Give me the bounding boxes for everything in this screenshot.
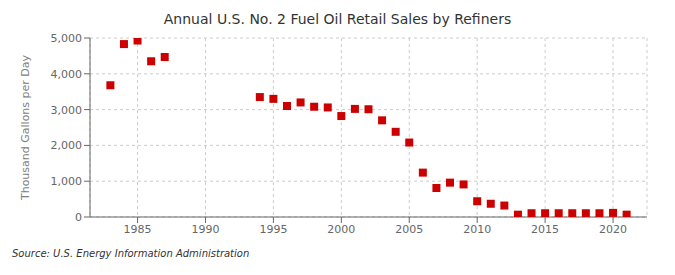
svg-text:1995: 1995: [259, 223, 287, 236]
html-text:Annual U.S. No. 2 Fuel Oil Ret: Annual U.S. No. 2 Fuel Oil Retail Sales …: [163, 11, 512, 27]
svg-text:Thousand Gallons per Day: Thousand Gallons per Day: [19, 54, 32, 201]
svg-text:2020: 2020: [599, 223, 627, 236]
svg-text:2000: 2000: [327, 223, 355, 236]
svg-text:2015: 2015: [531, 223, 559, 236]
svg-text:0: 0: [75, 211, 82, 224]
svg-text:1,000: 1,000: [51, 175, 83, 188]
svg-text:5,000: 5,000: [51, 32, 83, 45]
svg-text:4,000: 4,000: [51, 68, 83, 81]
svg-text:2005: 2005: [395, 223, 423, 236]
svg-text:2010: 2010: [463, 223, 491, 236]
svg-text:2,000: 2,000: [51, 139, 83, 152]
html-text:Source: U.S. Energy Informatio: Source: U.S. Energy Information Administ…: [12, 248, 250, 259]
svg-text:1990: 1990: [191, 223, 219, 236]
svg-text:3,000: 3,000: [51, 104, 83, 117]
svg-text:1985: 1985: [124, 223, 152, 236]
